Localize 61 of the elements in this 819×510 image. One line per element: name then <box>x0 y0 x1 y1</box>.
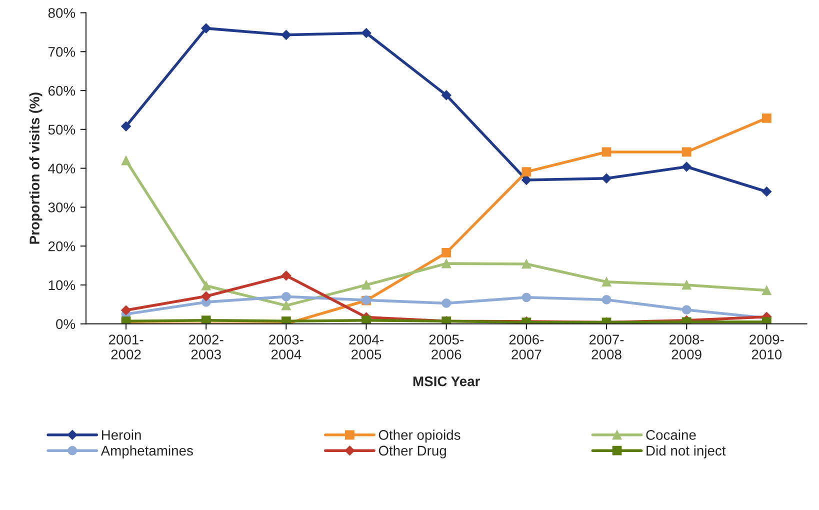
point <box>522 167 532 176</box>
point <box>682 147 692 157</box>
point <box>602 173 612 184</box>
point <box>762 286 772 296</box>
point <box>441 90 452 100</box>
legend-label: Other Drug <box>378 445 446 458</box>
y-tick-label: 30% <box>48 202 76 212</box>
point <box>762 186 772 197</box>
x-axis-title: MSIC Year <box>413 376 480 386</box>
x-tick-label: 2006- 2007 <box>509 334 544 360</box>
point <box>522 292 532 302</box>
y-tick-label: 70% <box>48 46 76 57</box>
point <box>682 280 692 290</box>
point <box>762 113 772 123</box>
point <box>602 277 612 287</box>
point <box>602 295 612 304</box>
legend-label: Amphetamines <box>100 445 193 458</box>
y-tick-label: 60% <box>48 86 76 96</box>
point <box>201 316 211 324</box>
point <box>281 270 292 281</box>
point <box>121 305 131 316</box>
point <box>282 292 291 302</box>
x-tick-label: 2002- 2003 <box>189 334 224 360</box>
y-tick-label: 20% <box>48 241 76 252</box>
point <box>121 316 131 324</box>
y-tick-label: 80% <box>48 8 76 18</box>
point <box>282 300 291 310</box>
y-tick-label: 40% <box>48 164 76 174</box>
point <box>361 28 372 38</box>
legend-label: Did not inject <box>646 445 726 458</box>
x-tick-label: 2009- 2010 <box>750 334 784 360</box>
point <box>121 156 131 166</box>
point <box>282 316 291 324</box>
point <box>682 162 692 172</box>
point <box>442 298 452 308</box>
y-axis-title: Proportion of visits (%) <box>29 92 42 244</box>
point <box>201 23 212 34</box>
y-tick-label: 0% <box>56 319 76 330</box>
legend-label: Other opioids <box>378 430 460 443</box>
point <box>362 316 371 324</box>
point <box>281 30 292 40</box>
point <box>201 281 211 290</box>
point <box>682 305 692 315</box>
x-tick-label: 2007- 2008 <box>589 334 624 360</box>
point <box>602 147 612 157</box>
point <box>521 175 532 185</box>
point <box>362 280 371 290</box>
x-tick-label: 2003- 2004 <box>269 334 304 360</box>
point <box>201 291 212 302</box>
point <box>121 121 131 132</box>
y-tick-label: 50% <box>48 124 76 135</box>
legend-label: Cocaine <box>646 430 696 440</box>
y-tick-label: 10% <box>48 280 76 290</box>
x-tick-label: 2004- 2005 <box>349 334 384 360</box>
x-tick-label: 2008- 2009 <box>670 334 704 360</box>
legend-label: Heroin <box>102 430 141 440</box>
point <box>522 259 532 269</box>
x-tick-label: 2001- 2002 <box>108 334 144 360</box>
x-tick-label: 2005- 2006 <box>429 334 464 360</box>
point <box>442 258 452 268</box>
point <box>442 248 452 258</box>
